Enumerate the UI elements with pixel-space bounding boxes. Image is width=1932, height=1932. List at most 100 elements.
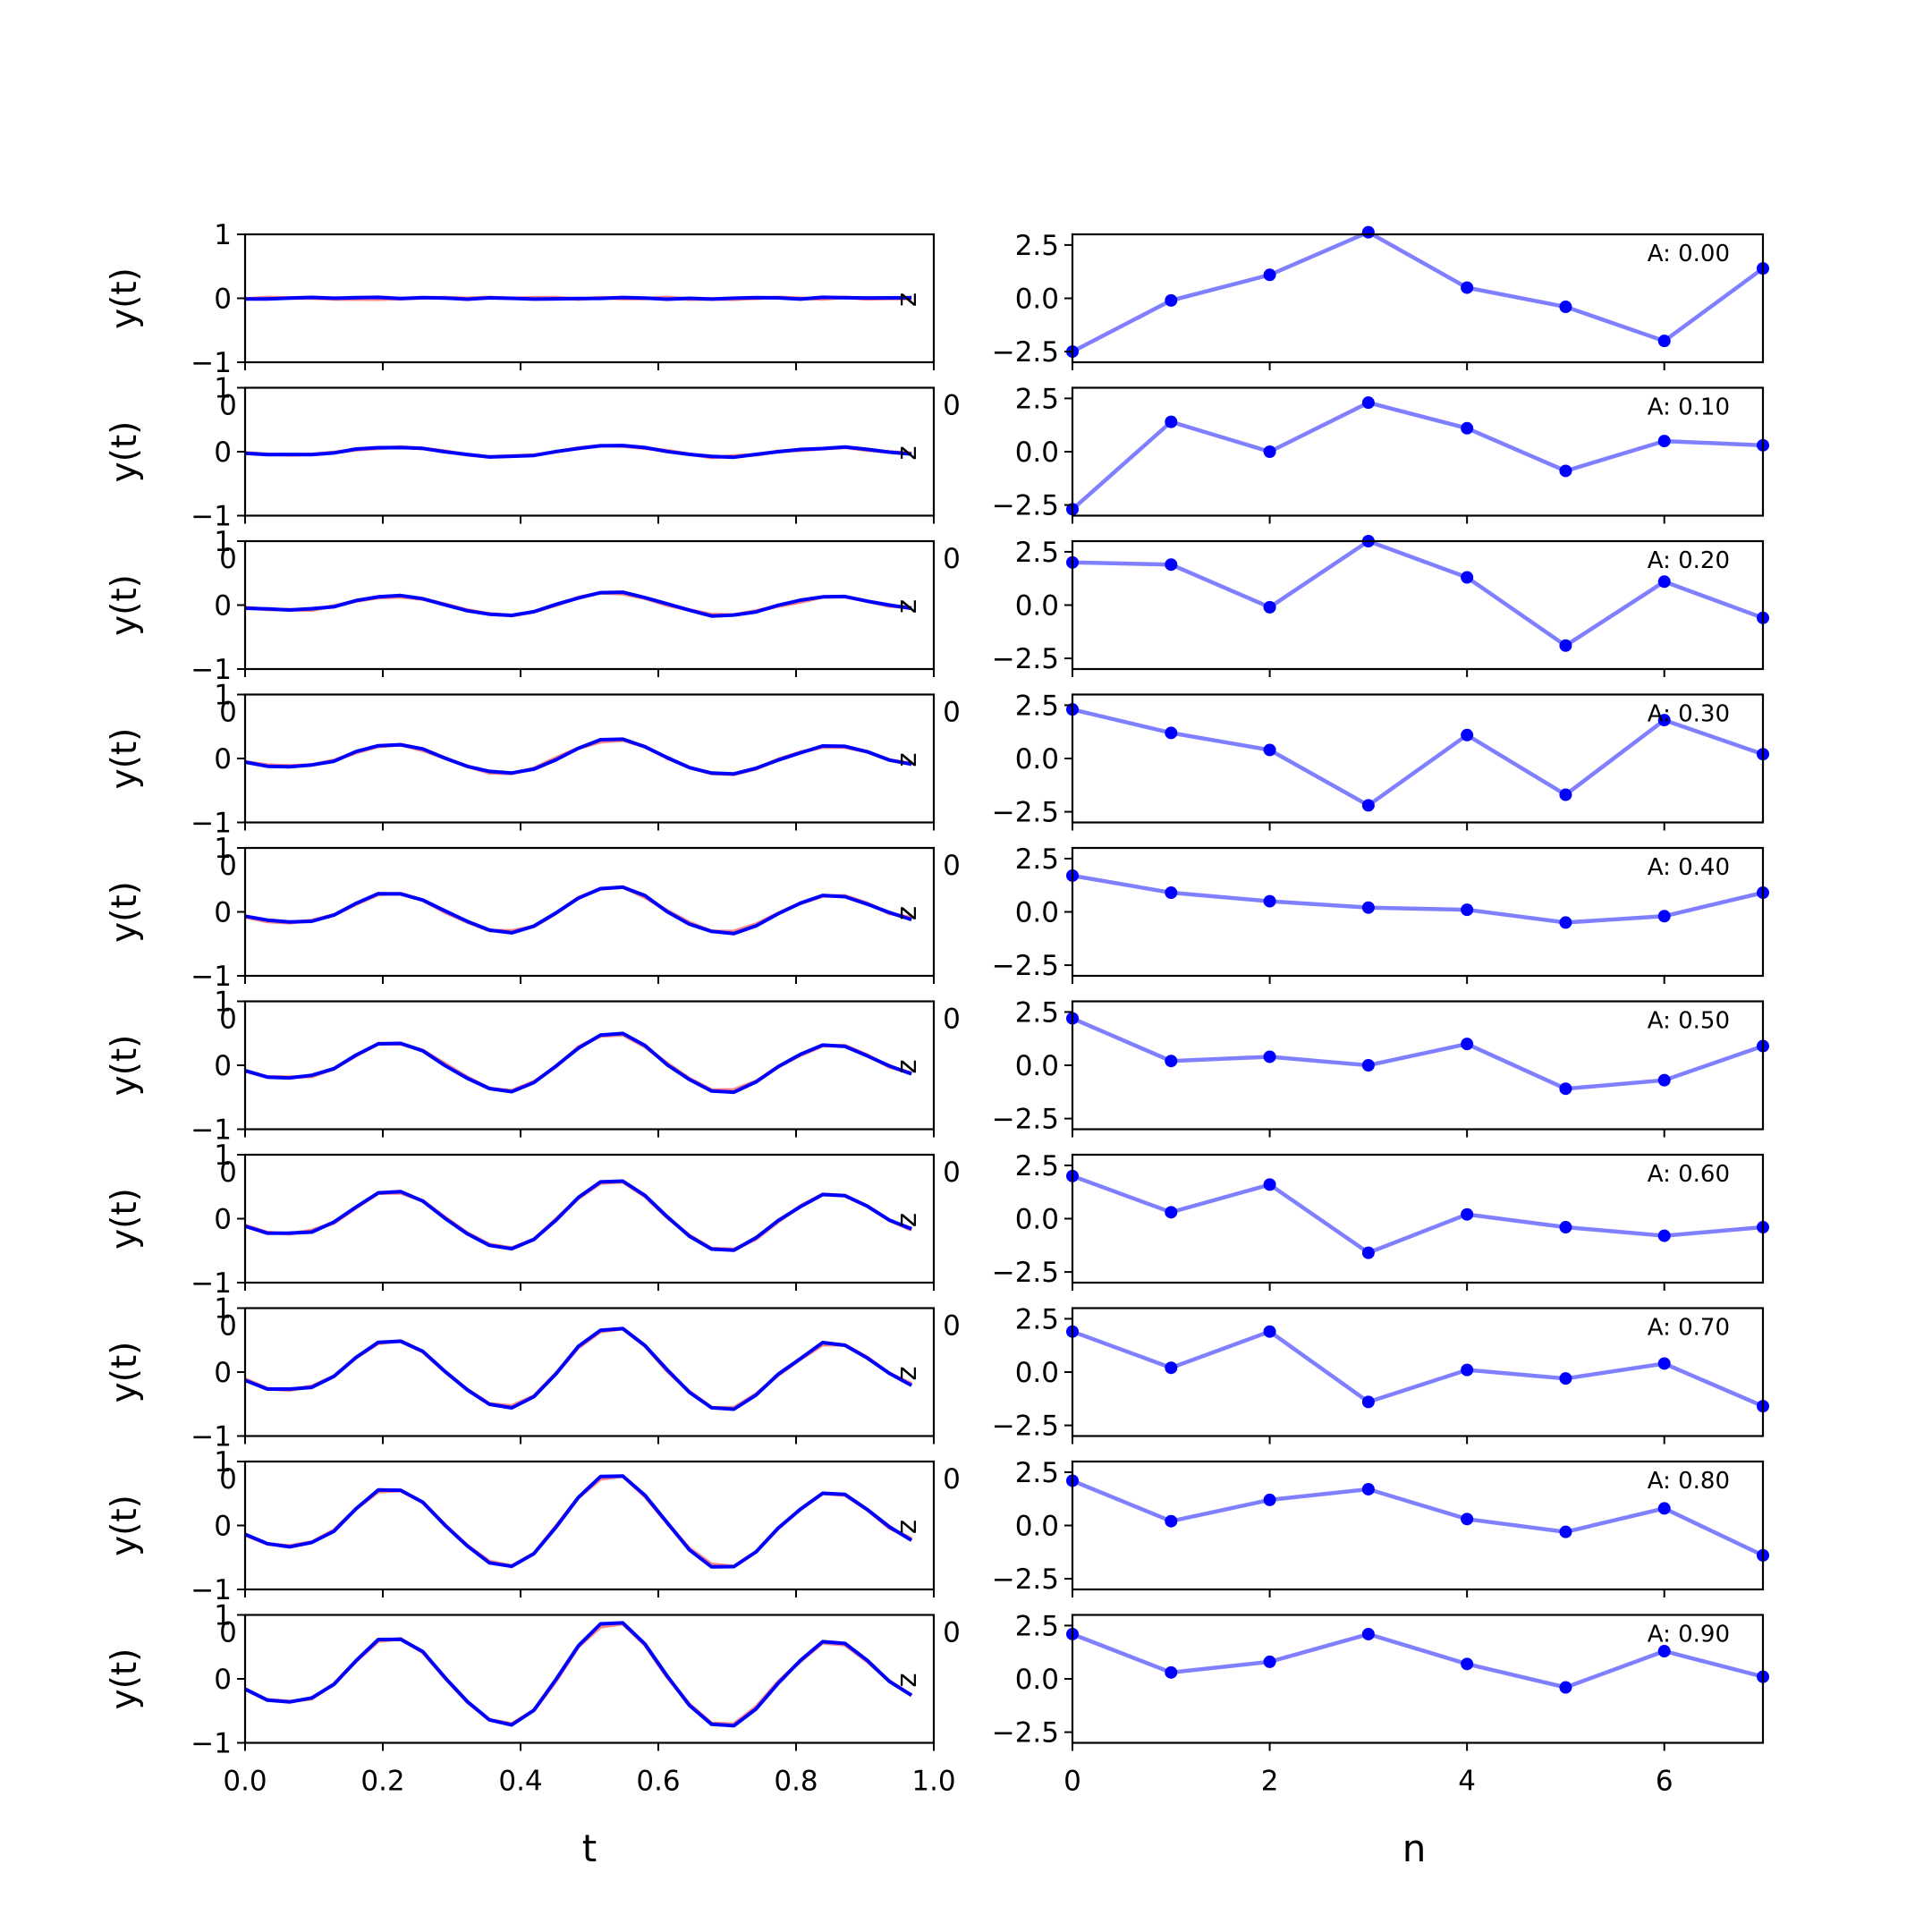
stray-tick-label: 0 bbox=[943, 1004, 961, 1036]
sample-point bbox=[1657, 1502, 1671, 1515]
y-tick-label: 2.5 bbox=[1015, 1457, 1059, 1489]
y-tick-label: −1 bbox=[191, 1421, 232, 1453]
sample-point bbox=[1263, 743, 1276, 757]
x-tick-label: 2 bbox=[1261, 1766, 1279, 1798]
sample-panel: 2.5 0.0 −2.5 A: 0.40 bbox=[992, 843, 1769, 984]
sample-point bbox=[1263, 600, 1276, 614]
sample-panel: 2.5 0.0 −2.5 A: 0.60 bbox=[992, 1150, 1769, 1291]
y-tick-label: −1 bbox=[191, 501, 232, 533]
sample-point bbox=[1361, 1482, 1375, 1496]
y-tick-label: −1 bbox=[191, 347, 232, 379]
y-tick-label: −2.5 bbox=[992, 1411, 1059, 1443]
sample-point bbox=[1361, 1059, 1375, 1072]
sample-point bbox=[1165, 886, 1178, 900]
y-tick-label: 0 bbox=[214, 1664, 232, 1696]
y-axis-label: y(t) bbox=[105, 1188, 145, 1250]
y-tick-label: 0.0 bbox=[1015, 1357, 1059, 1389]
y-tick-label: 2.5 bbox=[1015, 230, 1059, 262]
sample-point bbox=[1165, 558, 1178, 572]
time-series-panel: 10−10.0 0.2 0.4 0.6 0.8 1.0y(t) z0 0 bbox=[105, 1600, 961, 1798]
time-series-panel: 10−1y(t) z0 0 bbox=[105, 833, 961, 993]
sample-panel: 2.5 0.0 −2.5 A: 0.20 bbox=[992, 535, 1769, 677]
y-tick-label: 0.0 bbox=[1015, 284, 1059, 316]
time-series-panel: 10−1y(t) z0 0 bbox=[105, 680, 961, 840]
sample-point bbox=[1559, 916, 1572, 929]
sample-point bbox=[1361, 1627, 1375, 1640]
sample-point bbox=[1657, 910, 1671, 923]
y-axis-label: y(t) bbox=[105, 267, 145, 329]
stray-tick-label: 0 bbox=[943, 850, 961, 882]
y-tick-label: 0.0 bbox=[1015, 1050, 1059, 1082]
y-tick-label: −1 bbox=[191, 1114, 232, 1147]
sample-line bbox=[1071, 400, 1764, 512]
y-tick-label: −2.5 bbox=[992, 490, 1059, 522]
y-tick-label: 1 bbox=[214, 1446, 232, 1479]
x-tick-label: 0.0 bbox=[223, 1766, 267, 1798]
stray-tick-label: 0 bbox=[943, 697, 961, 729]
sample-point bbox=[1559, 788, 1572, 801]
sample-point bbox=[1657, 1229, 1671, 1242]
series-b-line bbox=[244, 1326, 913, 1411]
y-tick-label: 0.0 bbox=[1015, 897, 1059, 929]
sample-point bbox=[1461, 421, 1474, 435]
stray-tick-label: 0 bbox=[943, 390, 961, 422]
y-tick-label: −1 bbox=[191, 1574, 232, 1606]
y-tick-label: 0 bbox=[214, 590, 232, 623]
series-b-line bbox=[244, 1621, 913, 1728]
sample-point bbox=[1263, 445, 1276, 458]
y-tick-label: 1 bbox=[214, 526, 232, 558]
y-tick-label: 0 bbox=[214, 1050, 232, 1082]
y-tick-label: 0 bbox=[214, 436, 232, 469]
time-series-column: 10−1y(t) z10−1y(t) z0 010−1y(t) z0 010−1y(t) z… bbox=[105, 219, 961, 1798]
y-tick-label: −1 bbox=[191, 808, 232, 840]
y-tick-label: 0.0 bbox=[1015, 590, 1059, 623]
sample-point bbox=[1165, 415, 1178, 428]
stray-tick-label: 0 bbox=[219, 697, 237, 729]
y-tick-label: 2.5 bbox=[1015, 1303, 1059, 1335]
sample-line bbox=[1071, 230, 1765, 354]
stray-tick-label: 0 bbox=[219, 543, 237, 575]
y-tick-label: 1 bbox=[214, 1600, 232, 1632]
stray-tick-label: 0 bbox=[943, 1463, 961, 1496]
sample-line bbox=[1072, 1479, 1764, 1557]
time-series-panel: 10−1y(t) z0 0 bbox=[105, 987, 961, 1147]
y-tick-label: −1 bbox=[191, 654, 232, 686]
sample-point bbox=[1165, 1055, 1178, 1068]
time-series-panel: 10−1y(t) z0 0 bbox=[105, 526, 961, 686]
amplitude-label: A: 0.60 bbox=[1648, 1161, 1730, 1188]
y-axis-label: y(t) bbox=[105, 421, 145, 483]
y-axis-label: y(t) bbox=[105, 728, 145, 790]
y-tick-label: 0.0 bbox=[1015, 436, 1059, 469]
y-tick-label: −2.5 bbox=[992, 336, 1059, 369]
edge-label: z bbox=[891, 1366, 923, 1380]
y-axis-label: y(t) bbox=[105, 1342, 145, 1403]
time-series-panel: 1 0 −1 y(t) z bbox=[105, 219, 936, 379]
sample-point bbox=[1361, 225, 1375, 239]
sample-point bbox=[1461, 903, 1474, 917]
x-tick-label: 6 bbox=[1656, 1766, 1674, 1798]
y-tick-label: 0 bbox=[214, 743, 232, 775]
x-tick-label: 1.0 bbox=[911, 1766, 955, 1798]
sample-point bbox=[1657, 1073, 1671, 1087]
sample-point bbox=[1165, 293, 1178, 307]
amplitude-label: A: 0.20 bbox=[1648, 547, 1730, 574]
sample-point bbox=[1461, 1038, 1474, 1051]
sample-point bbox=[1461, 571, 1474, 584]
sample-line bbox=[1072, 1174, 1764, 1256]
y-tick-label: 2.5 bbox=[1015, 1610, 1059, 1642]
sample-point bbox=[1361, 1395, 1375, 1409]
sample-point bbox=[1263, 894, 1276, 908]
edge-label: z bbox=[891, 752, 923, 767]
y-tick-label: 0 bbox=[214, 897, 232, 929]
sample-point bbox=[1559, 301, 1572, 314]
stray-tick-label: 0 bbox=[219, 850, 237, 882]
time-series-panel: 10−1y(t) z0 0 bbox=[105, 1446, 961, 1606]
amplitude-label: A: 0.90 bbox=[1648, 1622, 1730, 1648]
sample-point bbox=[1461, 1513, 1474, 1526]
series-b-line bbox=[244, 295, 912, 301]
y-tick-label: 2.5 bbox=[1015, 690, 1059, 722]
sample-point bbox=[1165, 726, 1178, 740]
time-series-panel: 10−1y(t) z0 0 bbox=[105, 1140, 961, 1300]
sample-point bbox=[1461, 281, 1474, 294]
